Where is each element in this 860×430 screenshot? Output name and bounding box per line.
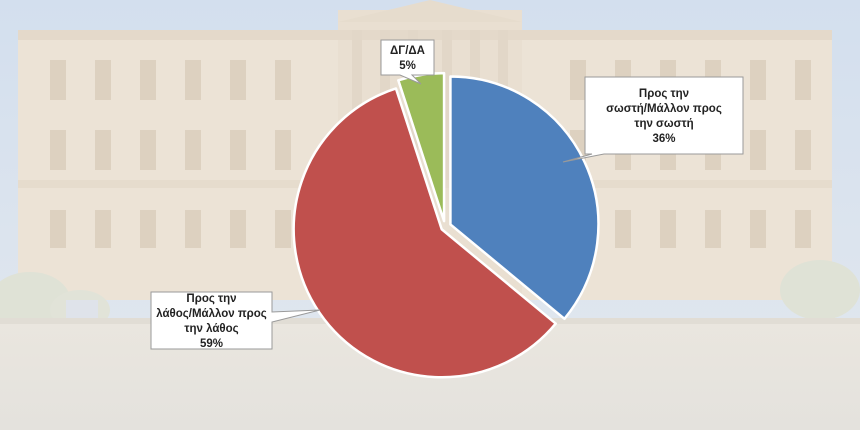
slice-category-label: λάθος/Μάλλον προς xyxy=(156,308,267,320)
callout-box xyxy=(380,39,435,85)
callout-box xyxy=(562,76,744,163)
callout-box xyxy=(150,291,321,350)
slice-value-label: 36% xyxy=(652,133,675,145)
pie-slice-1 xyxy=(449,75,600,321)
callout-1: Προς την σωστή/Μάλλον προς την σωστή 36% xyxy=(562,76,744,163)
slice-category-label: Προς την xyxy=(186,293,236,305)
building-windows xyxy=(50,60,811,248)
slice-value-label: 59% xyxy=(200,338,223,350)
slice-category-label: την λάθος xyxy=(184,323,238,335)
slice-value-label: 5% xyxy=(399,60,416,72)
trees-right xyxy=(780,260,860,320)
callout-2: Προς την λάθος/Μάλλον προς την λάθος 59% xyxy=(150,291,321,350)
slice-category-label: σωστή/Μάλλον προς xyxy=(606,103,722,115)
slice-category-label: ΔΓ/ΔΑ xyxy=(390,45,425,57)
pie-slices xyxy=(292,71,600,379)
pie-slice-2 xyxy=(292,87,557,379)
slice-category-label: την σωστή xyxy=(634,118,693,130)
callout-3: ΔΓ/ΔΑ 5% xyxy=(380,39,435,85)
slice-category-label: Προς την xyxy=(639,88,689,100)
